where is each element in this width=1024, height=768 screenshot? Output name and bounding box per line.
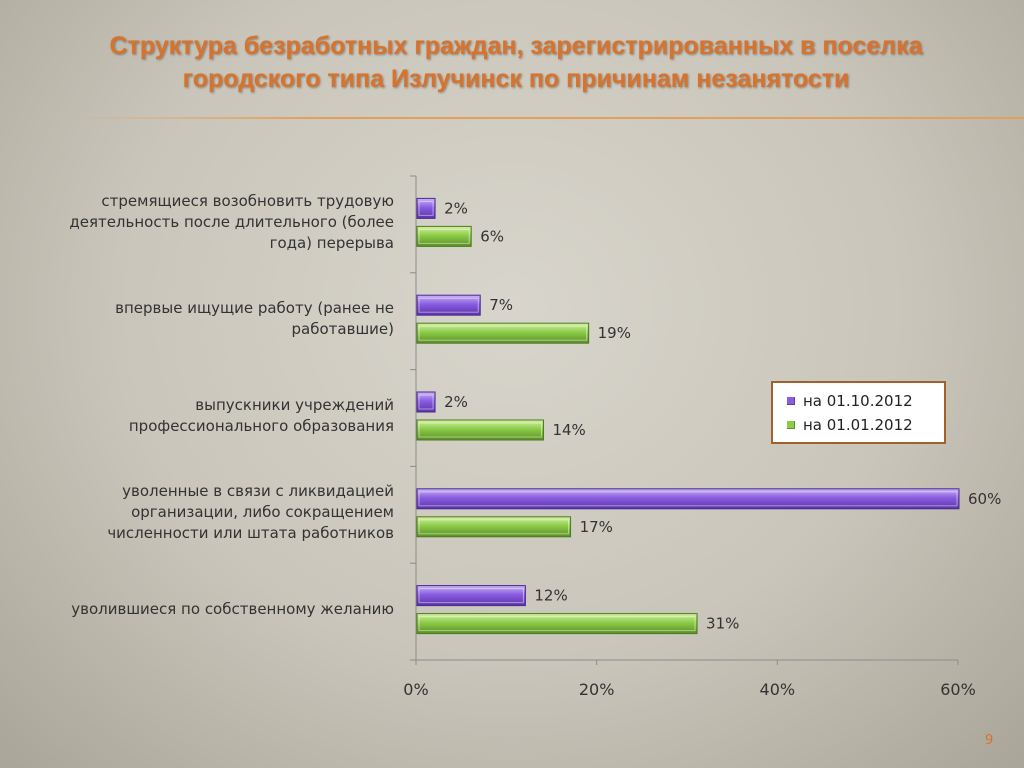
x-tick-label: 20% <box>579 680 615 699</box>
category-label-line: стремящиеся возобновить трудовую <box>101 191 394 210</box>
bar <box>416 391 436 413</box>
data-label: 2% <box>444 199 468 217</box>
bar <box>416 419 544 441</box>
category-label-line: уволившиеся по собственному желанию <box>71 600 394 619</box>
legend-swatch-green <box>787 421 795 429</box>
bar-bevel <box>418 297 479 313</box>
data-label: 12% <box>534 587 567 605</box>
category-label-line: впервые ищущие работу (ранее не <box>115 299 394 318</box>
x-tick-label: 60% <box>940 680 976 699</box>
bar <box>416 613 698 635</box>
category-label: выпускники учреждений профессионального о… <box>14 395 394 437</box>
data-label: 7% <box>489 296 513 314</box>
data-label: 14% <box>552 421 585 439</box>
bar <box>416 488 960 510</box>
bar-bevel <box>418 519 570 535</box>
title-divider <box>70 117 1024 119</box>
data-label: 19% <box>598 324 631 342</box>
page-number: 9 <box>985 733 994 748</box>
data-label: 31% <box>706 615 739 633</box>
bar <box>416 322 590 344</box>
data-label: 60% <box>968 490 1001 508</box>
bar-bevel <box>418 228 470 244</box>
title-line-2: городского типа Излучинск по причинам не… <box>182 65 850 93</box>
data-label: 17% <box>580 518 613 536</box>
bar <box>416 294 481 316</box>
category-label: впервые ищущие работу (ранее не работавши… <box>14 298 394 340</box>
legend-item-oct-2012: на 01.10.2012 <box>787 389 944 413</box>
category-label-line: численности или штата работников <box>107 524 394 543</box>
title-line-1: Структура безработных граждан, зарегистр… <box>109 32 923 60</box>
bar-bevel <box>418 616 696 632</box>
legend: на 01.10.2012 на 01.01.2012 <box>771 381 946 444</box>
category-label-line: выпускники учреждений <box>195 396 394 414</box>
bar-bevel <box>418 325 588 341</box>
category-label-line: деятельность после длительного (более <box>69 212 394 231</box>
bar-bevel <box>418 588 524 604</box>
category-label: стремящиеся возобновить трудовую деятельн… <box>14 191 394 254</box>
bar-bevel <box>418 491 958 507</box>
data-label: 6% <box>480 227 504 245</box>
legend-swatch-purple <box>787 397 795 405</box>
category-label: уволенные в связи с ликвидацией организац… <box>14 481 394 544</box>
category-label-line: организации, либо сокращением <box>131 503 394 522</box>
category-label-line: работавшие) <box>291 320 394 339</box>
chart-title: Структура безработных граждан, зарегистр… <box>60 30 972 96</box>
category-label-line: уволенные в связи с ликвидацией <box>122 482 394 501</box>
category-label: уволившиеся по собственному желанию <box>14 599 394 620</box>
x-tick-label: 40% <box>760 680 796 699</box>
bar <box>416 225 472 247</box>
legend-label: на 01.01.2012 <box>803 416 913 434</box>
bar-bevel <box>418 422 542 438</box>
bar <box>416 197 436 219</box>
legend-item-jan-2012: на 01.01.2012 <box>787 413 944 437</box>
category-label-line: профессионального образования <box>128 417 394 435</box>
bar <box>416 516 572 538</box>
x-tick-label: 0% <box>403 680 428 699</box>
bar-bevel <box>418 200 434 216</box>
bar-bevel <box>418 394 434 410</box>
bar <box>416 585 526 607</box>
legend-label: на 01.10.2012 <box>803 392 913 410</box>
data-label: 2% <box>444 393 468 411</box>
category-label-line: года) перерыва <box>269 233 394 252</box>
